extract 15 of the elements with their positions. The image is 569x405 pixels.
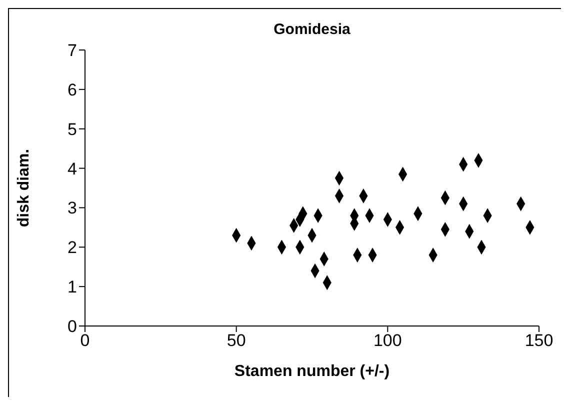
x-tick-label: 150 [524,331,554,350]
x-tick-label: 50 [226,331,246,350]
y-tick-label: 0 [68,317,77,336]
y-tick-label: 7 [68,41,77,60]
chart-title: Gomidesia [272,21,352,38]
y-tick-label: 5 [68,120,77,139]
y-tick-label: 3 [68,198,77,218]
y-tick-label: 6 [68,80,77,100]
y-tick-label: 4 [68,159,77,178]
x-tick-label: 100 [373,331,402,350]
x-tick-label: 0 [80,331,90,350]
y-tick-label: 1 [68,278,77,297]
x-axis-title: Stamen number (+/-) [234,363,390,380]
y-tick-label: 2 [68,238,77,258]
y-axis-title: disk diam. [16,148,33,228]
